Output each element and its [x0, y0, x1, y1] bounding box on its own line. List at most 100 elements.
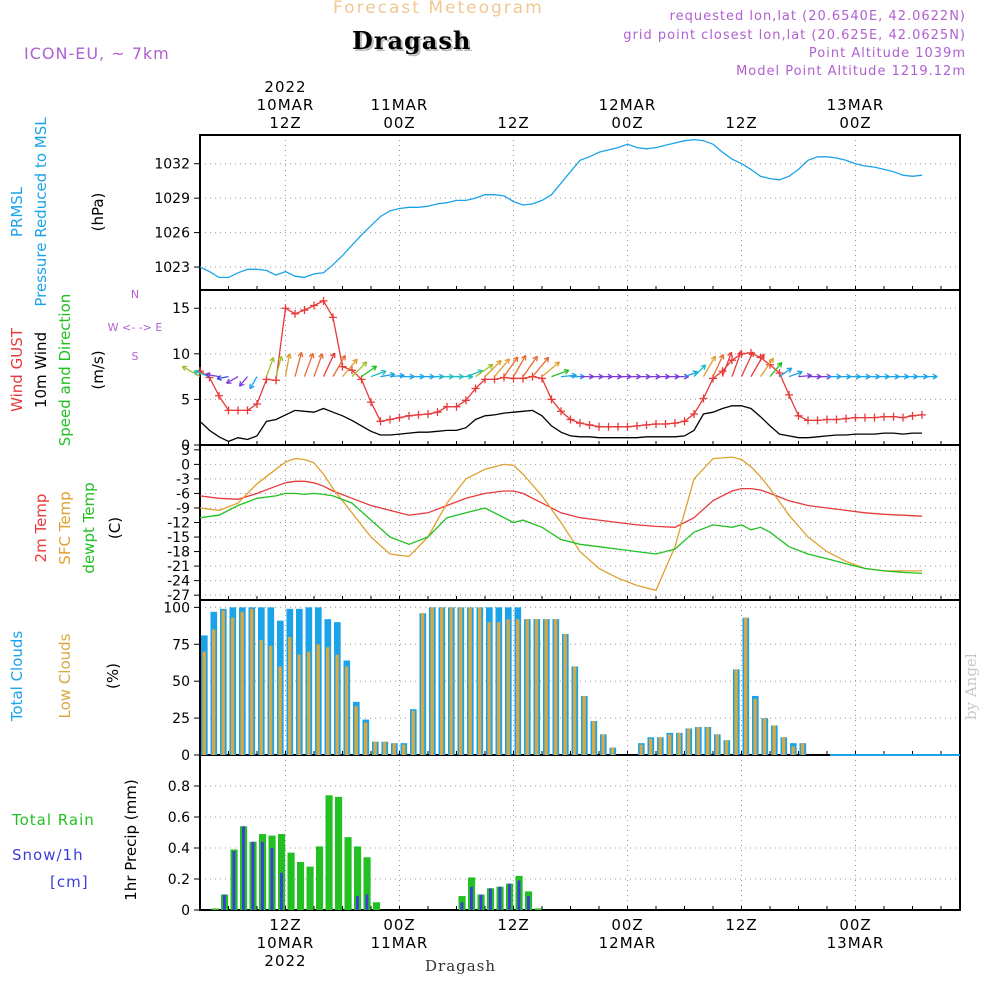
wind-arrow	[684, 371, 698, 378]
wind-arrow	[216, 375, 229, 380]
y-tick-label-precip: 0.4	[168, 841, 190, 857]
rain-bar	[363, 857, 371, 910]
wind-arrow-head	[768, 357, 774, 364]
top-time-label: 13MAR	[827, 96, 885, 114]
low-clouds-bar	[706, 726, 710, 755]
wind-arrow-head	[786, 367, 793, 373]
gust-marker	[823, 415, 831, 424]
y-tick-label-wind: 10	[172, 347, 190, 363]
bottom-time-label: 12Z	[497, 916, 529, 934]
wind-arrow	[332, 355, 346, 377]
wind-arrow	[370, 370, 387, 378]
wind-arrow-head	[710, 355, 716, 362]
top-time-label: 2022	[264, 78, 306, 96]
wind-arrow-head	[554, 361, 561, 367]
low-clouds-bar	[658, 737, 662, 755]
grid-point-coordinates: grid point closest lon,lat (20.625E, 42.…	[623, 28, 966, 43]
gust-marker	[462, 396, 470, 405]
low-clouds-bar	[278, 666, 282, 755]
compass-west-east: W <- -> E	[108, 321, 163, 334]
low-clouds-bar	[601, 734, 605, 755]
gust-marker	[785, 390, 793, 399]
wind-arrow	[560, 374, 577, 378]
wind-arrow-head	[330, 352, 336, 359]
top-time-label: 11MAR	[371, 96, 429, 114]
top-time-label: 00Z	[383, 114, 415, 132]
snow-unit-label: [cm]	[50, 873, 89, 891]
bottom-time-label: 13MAR	[827, 934, 885, 952]
wind-arrow	[226, 376, 239, 384]
model-label: ICON-EU, ~ 7km	[24, 44, 170, 63]
wind-arrow	[284, 353, 291, 377]
wind-arrow-head	[737, 350, 743, 357]
low-clouds-bar	[763, 718, 767, 755]
wind-speed-dir-label: Speed and Direction	[56, 294, 74, 447]
gust-marker	[281, 304, 290, 313]
low-clouds-bar	[639, 744, 643, 755]
gust-marker	[813, 416, 822, 425]
wind-arrow-head	[216, 375, 223, 381]
snow-bar	[232, 851, 236, 910]
gust-marker	[300, 306, 309, 315]
low-clouds-bar	[316, 644, 320, 755]
wind-arrow-head	[205, 372, 211, 378]
low-clouds-bar	[383, 741, 387, 755]
gust-marker	[481, 375, 489, 384]
low-clouds-bar	[212, 629, 216, 755]
low-clouds-bar	[753, 698, 757, 755]
bottom-time-label: 12Z	[725, 916, 757, 934]
low-clouds-bar	[240, 611, 244, 755]
compass-south: S	[132, 350, 139, 363]
sfc-temp-label: SFC Temp	[56, 491, 74, 564]
low-clouds-bar	[668, 734, 672, 755]
low-clouds-bar	[259, 639, 263, 755]
y-tick-label-pressure: 1029	[154, 191, 190, 207]
snow-bar	[527, 896, 530, 910]
bottom-time-label: 00Z	[383, 916, 415, 934]
gust-marker	[661, 420, 670, 429]
snow-bar	[498, 886, 502, 910]
low-clouds-bar	[430, 607, 434, 755]
wind-arrow-head	[226, 378, 232, 384]
wind-arrow	[265, 357, 275, 377]
gust-marker	[870, 413, 879, 422]
gust-marker	[728, 356, 736, 365]
gust-marker	[234, 406, 242, 415]
wind-arrow-head	[181, 365, 188, 372]
panel-frame-clouds	[199, 599, 961, 756]
wind-arrow	[351, 361, 368, 378]
wind-arrow	[465, 369, 483, 378]
low-clouds-bar	[544, 619, 548, 755]
gust-marker	[699, 394, 708, 403]
precip-unit-label: 1hr Precip (mm)	[122, 779, 140, 900]
low-clouds-bar	[297, 654, 301, 755]
gust-marker	[547, 395, 556, 404]
gust-marker	[585, 420, 594, 429]
low-clouds-bar	[354, 706, 358, 755]
temp-unit-label: (C)	[106, 517, 124, 539]
gust-marker	[642, 420, 651, 429]
gust-marker	[310, 301, 318, 310]
top-time-label: 12Z	[497, 114, 529, 132]
snow-label: Snow/1h	[12, 846, 84, 864]
rain-bar	[278, 834, 286, 910]
rain-bar	[306, 866, 314, 910]
low-clouds-bar	[307, 651, 311, 755]
wind-arrow-head	[776, 361, 783, 368]
wind10m-line	[199, 405, 922, 443]
gust-marker	[348, 366, 356, 375]
rain-bar	[373, 902, 381, 910]
wind-arrow	[750, 353, 765, 377]
wind-arrow-head	[340, 354, 346, 361]
rain-bar	[354, 846, 362, 910]
snow-bar	[470, 886, 473, 910]
wind-arrow	[275, 355, 283, 377]
top-time-label: 00Z	[611, 114, 643, 132]
gust-marker	[861, 413, 869, 422]
panel-temperature	[194, 444, 961, 601]
low-clouds-bar	[373, 741, 377, 755]
gust-marker	[528, 372, 537, 381]
gust-marker	[908, 411, 917, 420]
rain-bar	[287, 852, 295, 910]
low-clouds-bar	[402, 744, 406, 755]
